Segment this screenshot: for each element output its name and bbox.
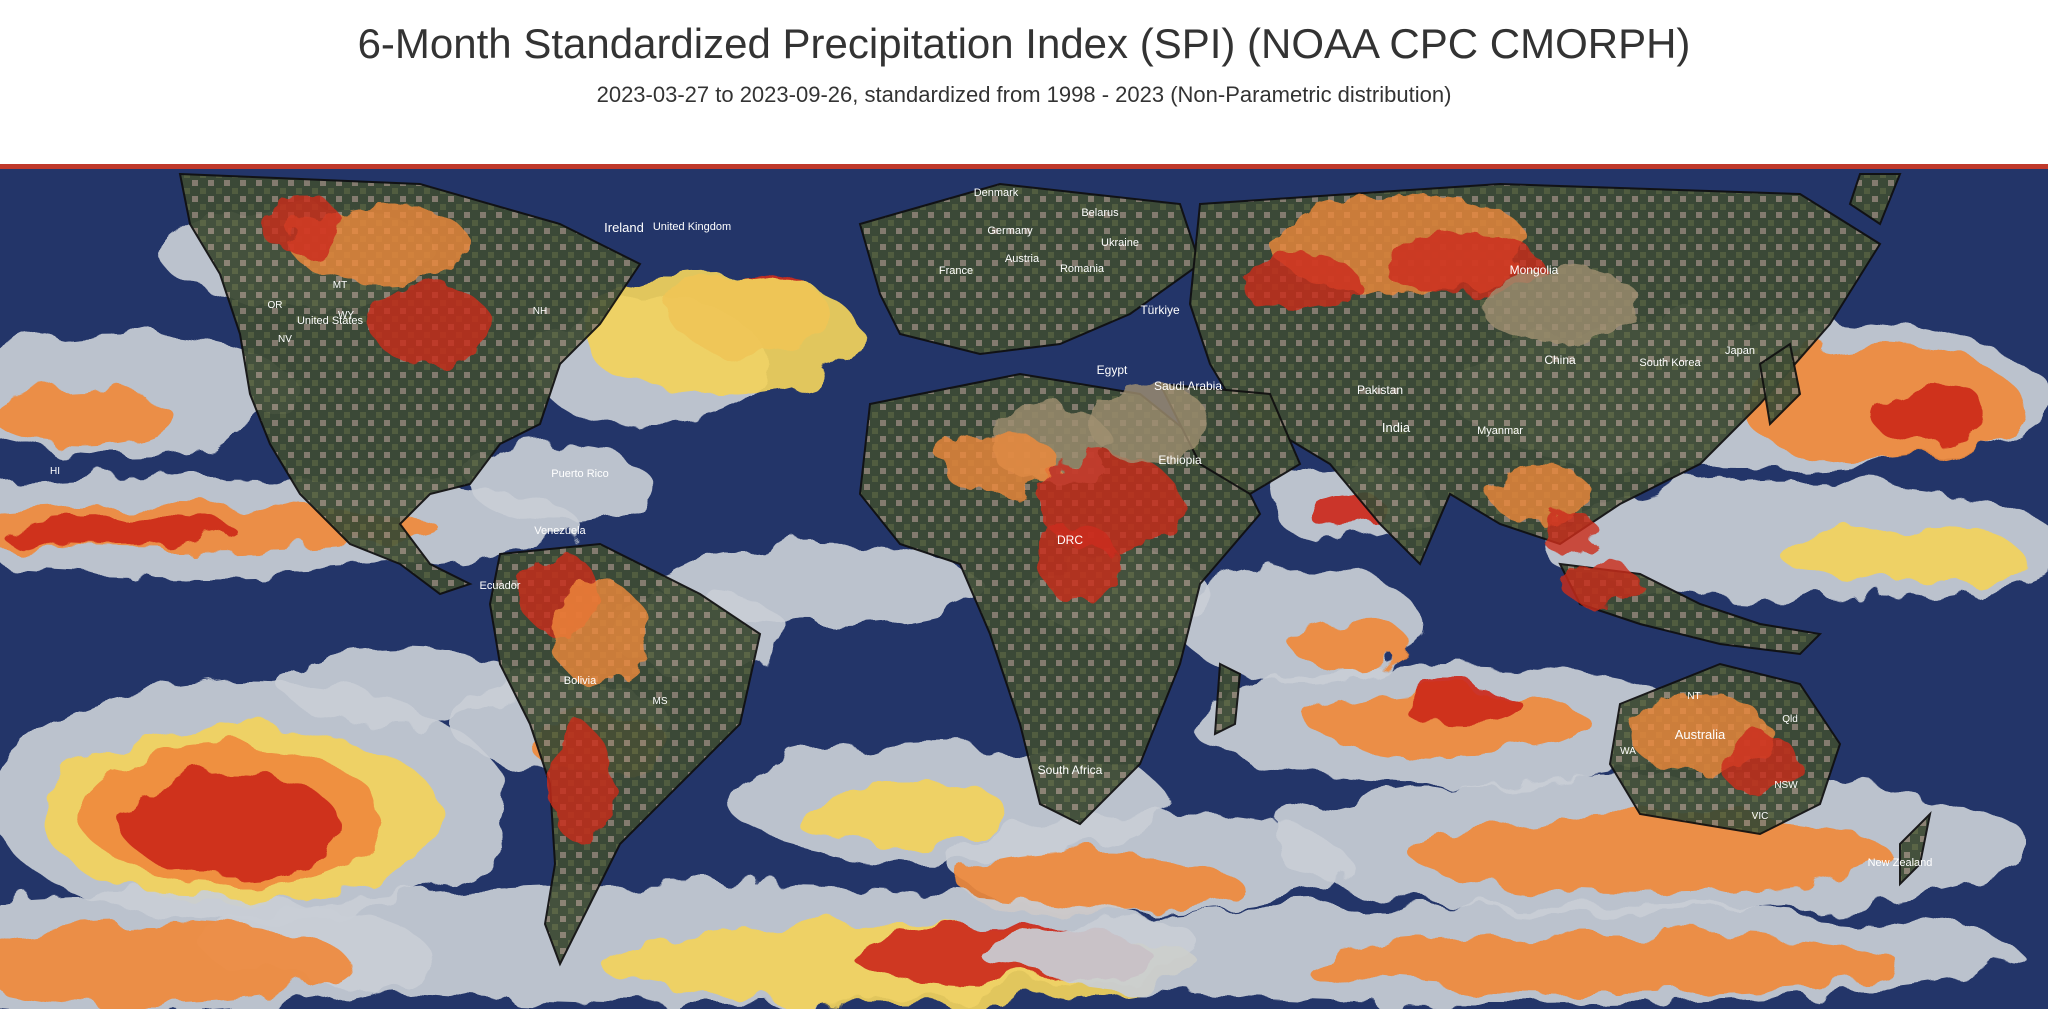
label-ethiopia: Ethiopia xyxy=(1158,453,1202,467)
spi-band xyxy=(1870,384,1990,444)
map-header: 6-Month Standardized Precipitation Index… xyxy=(0,0,2048,164)
label-or: OR xyxy=(268,300,283,311)
spi-band xyxy=(0,384,170,444)
land-layer xyxy=(178,172,1932,967)
label-germany: Germany xyxy=(987,225,1033,237)
label-japan: Japan xyxy=(1725,345,1755,357)
continent-europe xyxy=(858,182,1202,356)
label-china: China xyxy=(1544,353,1576,367)
label-romania: Romania xyxy=(1060,263,1105,275)
spi-band xyxy=(1300,934,1900,994)
land-spi-blob xyxy=(1090,384,1210,464)
land-spi-overlay xyxy=(260,194,1800,844)
label-india: India xyxy=(1382,420,1411,435)
label-qld: Qld xyxy=(1782,714,1798,725)
label-turkiye: Türkiye xyxy=(1140,303,1180,317)
land-spi-blob xyxy=(1560,564,1640,604)
label-united-states: United States xyxy=(297,315,364,327)
spi-band xyxy=(1410,814,1890,894)
label-nsw: NSW xyxy=(1774,780,1798,791)
land-spi-blob xyxy=(550,584,650,684)
land-spi-blob xyxy=(1240,254,1360,314)
spi-band xyxy=(1290,619,1410,669)
label-mongolia: Mongolia xyxy=(1510,263,1559,277)
label-pakistan: Pakistan xyxy=(1357,383,1403,397)
land-spi-blob xyxy=(1720,734,1800,794)
label-south-korea: South Korea xyxy=(1639,357,1701,369)
land-spi-blob xyxy=(1040,524,1120,604)
label-south-africa: South Africa xyxy=(1038,763,1103,777)
label-nh: NH xyxy=(533,306,547,317)
map-top-border xyxy=(0,164,2048,169)
label-wa: WA xyxy=(1620,746,1636,757)
map-canvas[interactable]: Ireland United Kingdom Denmark Germany Austr… xyxy=(0,164,2048,1009)
continent-north-america xyxy=(178,172,642,596)
land-spi-blob xyxy=(370,284,490,364)
label-ireland: Ireland xyxy=(604,220,644,235)
spi-band xyxy=(0,519,240,549)
label-hi: HI xyxy=(50,466,60,477)
label-australia: Australia xyxy=(1675,727,1726,742)
spi-band xyxy=(580,274,860,394)
spi-band xyxy=(0,924,350,1004)
continent-greenland xyxy=(1848,173,1902,226)
label-ms: MS xyxy=(653,696,668,707)
label-vic: VIC xyxy=(1752,811,1769,822)
spi-band xyxy=(120,774,340,874)
label-venezuela: Venezuela xyxy=(534,525,586,537)
label-austria: Austria xyxy=(1005,253,1040,265)
spi-band xyxy=(1780,524,2020,584)
label-mt: MT xyxy=(333,280,347,291)
label-united-kingdom: United Kingdom xyxy=(653,221,731,233)
label-france: France xyxy=(939,265,973,277)
spi-band xyxy=(280,644,520,724)
label-wy: WY xyxy=(338,310,354,321)
label-denmark: Denmark xyxy=(974,187,1019,199)
continent-japan xyxy=(1758,342,1802,427)
continent-madagascar xyxy=(1213,662,1242,736)
land-spi-blob xyxy=(550,724,610,844)
land-spi-blob xyxy=(1490,464,1590,524)
label-bolivia: Bolivia xyxy=(564,675,597,687)
continent-new-zealand xyxy=(1899,810,1932,887)
label-saudi-arabia: Saudi Arabia xyxy=(1154,379,1222,393)
spi-band xyxy=(470,444,650,524)
label-nt: NT xyxy=(1687,691,1700,702)
label-puerto-rico: Puerto Rico xyxy=(551,468,608,480)
label-egypt: Egypt xyxy=(1097,363,1128,377)
label-ecuador: Ecuador xyxy=(480,580,521,592)
spi-band xyxy=(790,784,1010,844)
land-spi-blob xyxy=(1480,264,1640,344)
spi-world-map[interactable]: Ireland United Kingdom Denmark Germany Austr… xyxy=(0,164,2048,1009)
label-belarus: Belarus xyxy=(1081,207,1119,219)
land-spi-blob xyxy=(1540,514,1600,554)
map-subtitle: 2023-03-27 to 2023-09-26, standardized f… xyxy=(596,82,1452,107)
label-nv: NV xyxy=(278,334,292,345)
label-new-zealand: New Zealand xyxy=(1868,857,1933,869)
land-spi-blob xyxy=(940,434,1060,494)
spi-band xyxy=(1400,684,1520,724)
label-myanmar: Myanmar xyxy=(1477,425,1523,437)
label-drc: DRC xyxy=(1057,533,1083,547)
spi-band xyxy=(1310,689,1590,759)
country-labels: Ireland United Kingdom Denmark Germany Austr… xyxy=(50,187,1932,869)
land-spi-blob xyxy=(260,194,340,254)
label-ukraine: Ukraine xyxy=(1101,237,1139,249)
map-title: 6-Month Standardized Precipitation Index… xyxy=(357,20,1691,67)
